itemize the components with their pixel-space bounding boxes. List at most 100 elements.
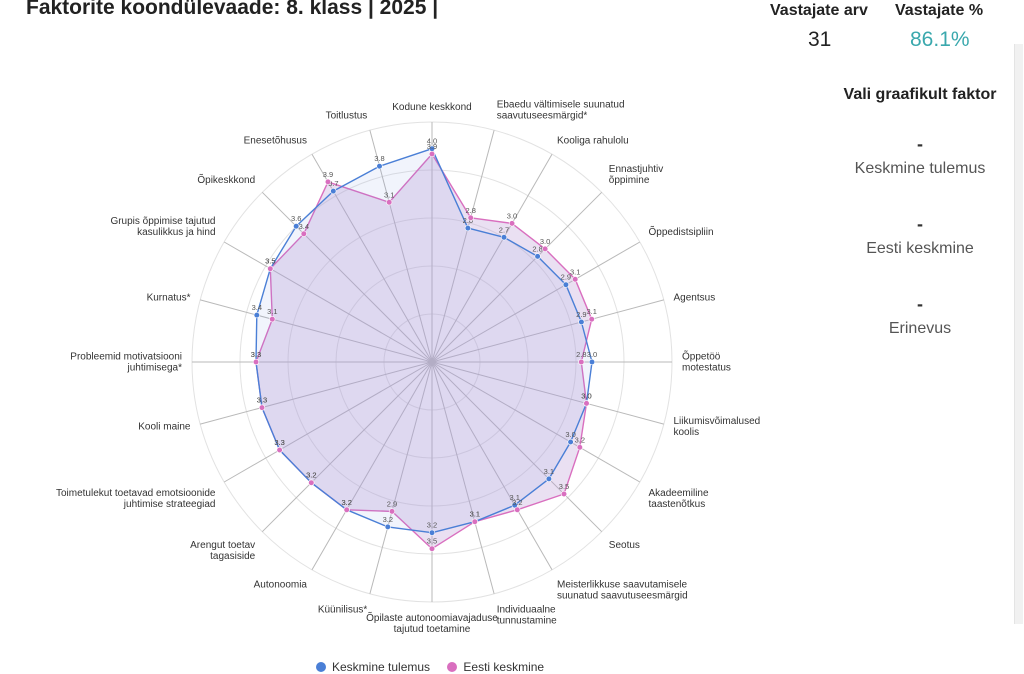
data-point-pink[interactable] <box>467 214 474 221</box>
data-label-blue: 2.6 <box>463 216 473 225</box>
axis-label-line: Ennastjuhtiv <box>609 164 663 175</box>
data-point-pink[interactable] <box>300 230 307 237</box>
axis-label[interactable]: Individuaalne tunnustamine <box>497 605 557 627</box>
legend-marker-pink <box>447 662 458 672</box>
data-label-blue: 3.3 <box>274 438 284 447</box>
axis-label[interactable]: Õppetöö motestatus <box>682 350 731 374</box>
data-point-blue[interactable] <box>293 223 300 230</box>
respondents-count-value: 31 <box>808 28 832 51</box>
data-point-blue[interactable] <box>253 312 260 319</box>
data-point-pink[interactable] <box>267 265 274 272</box>
legend-item-pink[interactable]: Eesti keskmine <box>447 660 544 674</box>
axis-label-line: tagasiside <box>210 551 255 562</box>
data-point-blue[interactable] <box>545 475 553 483</box>
axis-label[interactable]: Õpikeskkond <box>197 173 255 186</box>
axis-label[interactable]: Autonoomia <box>254 580 308 591</box>
data-point-pink[interactable] <box>276 446 283 454</box>
data-point-blue[interactable] <box>464 225 472 232</box>
data-point-pink[interactable] <box>428 545 436 552</box>
data-label-blue: 3.1 <box>509 493 519 502</box>
data-label-pink: 3.0 <box>507 211 517 220</box>
data-point-pink[interactable] <box>508 220 516 227</box>
estonia-average-label: Eesti keskmine <box>866 240 974 257</box>
data-label-blue: 3.3 <box>257 396 267 405</box>
axis-label-line: Enesetõhusus <box>244 136 307 147</box>
data-point-blue[interactable] <box>500 234 508 241</box>
axis-label[interactable]: Arengut toetav tagasiside <box>190 540 255 562</box>
data-label-pink: 3.3 <box>274 438 284 447</box>
axis-label-line: Õpikeskkond <box>197 173 255 186</box>
grid-spoke <box>431 361 664 425</box>
axis-label-line: Meisterlikkuse saavutamisele <box>557 580 687 591</box>
axis-label[interactable]: Akadeemiline taastenõtkus <box>649 488 709 510</box>
data-label-pink: 2.8 <box>465 206 475 215</box>
axis-label[interactable]: Liikumisvõimalused koolis <box>674 416 761 438</box>
data-point-blue[interactable] <box>562 281 570 288</box>
axis-label[interactable]: Seotus <box>609 540 640 551</box>
axis-label[interactable]: Meisterlikkuse saavutamisele suunatud saa… <box>557 580 688 602</box>
page-scrollbar[interactable] <box>1014 44 1023 624</box>
data-point-pink[interactable] <box>252 358 260 366</box>
axis-label[interactable]: Kodune keskkond <box>392 102 472 113</box>
data-point-blue[interactable] <box>567 438 574 446</box>
data-point-pink[interactable] <box>588 316 595 323</box>
axis-label-line: saavutuseesmärgid* <box>497 111 588 122</box>
data-label-blue: 3.2 <box>341 498 351 507</box>
data-point-pink[interactable] <box>471 518 478 525</box>
data-point-pink[interactable] <box>572 276 579 283</box>
axis-label[interactable]: Probleemid motivatsiooni juhtimisega* <box>70 352 182 374</box>
axis-label[interactable]: Kooli maine <box>138 422 191 433</box>
data-point-blue[interactable] <box>511 502 518 509</box>
data-point-pink[interactable] <box>269 316 276 323</box>
data-label-blue: 3.1 <box>544 467 554 476</box>
axis-label[interactable]: Õpilaste autonoomiavajaduse tajutud toeta… <box>366 611 498 635</box>
axis-label-line: Õppedistsipliin <box>649 225 714 238</box>
data-point-pink[interactable] <box>578 358 585 366</box>
data-point-pink[interactable] <box>428 150 436 158</box>
axis-label[interactable]: Kooliga rahulolu <box>557 136 629 147</box>
axis-label[interactable]: Küünilisus* <box>318 605 368 616</box>
data-point-pink[interactable] <box>386 199 393 206</box>
data-label-pink: 3.5 <box>265 257 275 266</box>
data-point-pink[interactable] <box>514 506 521 513</box>
data-point-pink[interactable] <box>576 444 583 451</box>
data-label-blue: 3.0 <box>565 430 575 439</box>
data-point-blue[interactable] <box>588 358 596 366</box>
data-point-blue[interactable] <box>330 188 337 195</box>
axis-label[interactable]: Toimetulekut toetavad emotsioonide juhtim… <box>56 488 216 510</box>
data-point-pink[interactable] <box>343 506 350 513</box>
axis-label[interactable]: Toitlustus <box>326 111 368 122</box>
data-point-blue[interactable] <box>534 253 541 260</box>
data-point-pink[interactable] <box>324 178 332 185</box>
data-label-pink: 3.2 <box>306 471 316 480</box>
legend-item-blue[interactable]: Keskmine tulemus <box>316 660 430 674</box>
axis-label[interactable]: Ebaedu vältimisele suunatud saavutuseesmä… <box>497 100 625 122</box>
axis-label[interactable]: Kurnatus* <box>147 292 191 303</box>
data-point-blue[interactable] <box>578 318 585 326</box>
data-point-blue[interactable] <box>384 523 391 531</box>
axis-label[interactable]: Ennastjuhtiv õppimine <box>609 164 663 186</box>
axis-label-line: Kodune keskkond <box>392 102 472 113</box>
data-label-pink: 3.1 <box>267 307 277 316</box>
data-point-pink[interactable] <box>258 404 266 411</box>
data-point-blue[interactable] <box>428 529 436 536</box>
axis-label[interactable]: Agentsus <box>674 292 716 303</box>
axis-label-line: Individuaalne <box>497 605 556 616</box>
factor-detail-panel: Vali graafikult faktor - Keskmine tulemu… <box>820 86 1020 374</box>
data-label-blue: 3.2 <box>427 521 437 530</box>
grid-spoke <box>431 241 641 363</box>
axis-label[interactable]: Õppedistsipliin <box>649 225 714 238</box>
data-point-blue[interactable] <box>376 163 383 170</box>
grid-spoke <box>431 130 495 363</box>
data-point-pink[interactable] <box>541 245 549 252</box>
data-point-pink[interactable] <box>388 508 396 515</box>
respondents-count-label: Vastajate arv <box>770 2 868 19</box>
data-point-pink[interactable] <box>308 479 315 486</box>
axis-label[interactable]: Grupis õppimise tajutud kasulikkus ja hin… <box>110 216 215 238</box>
axis-label-line: tunnustamine <box>497 616 557 627</box>
axis-label[interactable]: Enesetõhusus <box>244 136 307 147</box>
data-point-pink[interactable] <box>560 490 568 498</box>
data-point-pink[interactable] <box>583 400 590 407</box>
average-result-value: - <box>917 134 923 154</box>
